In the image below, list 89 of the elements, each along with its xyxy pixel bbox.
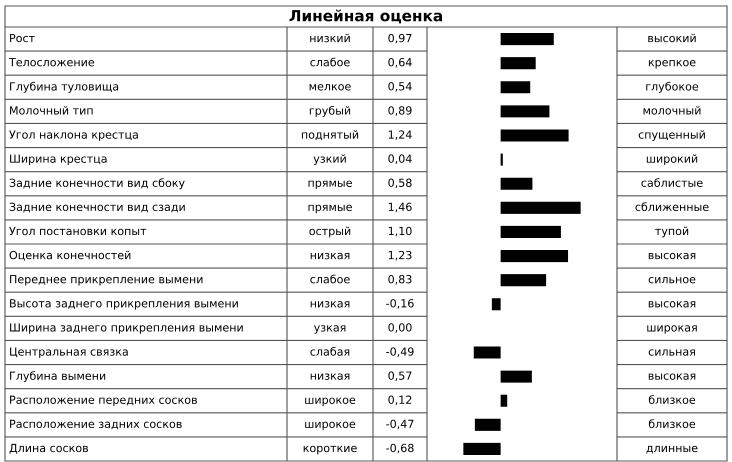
chart-title: Линейная оценка bbox=[289, 10, 442, 24]
bar bbox=[500, 226, 561, 238]
text: крепкое bbox=[648, 60, 696, 69]
text: узкий bbox=[314, 154, 346, 165]
y-tick-label: Высота заднего прикрепления вымени bbox=[10, 299, 238, 310]
data-label: -0,47 bbox=[386, 420, 414, 430]
bar bbox=[500, 81, 530, 94]
text: саблистые bbox=[641, 178, 703, 187]
text: спущенный bbox=[638, 130, 705, 141]
bar bbox=[500, 178, 532, 190]
y-tick-label: Ширина крестца bbox=[10, 154, 107, 165]
data-label: 0,89 bbox=[388, 106, 412, 116]
y-tick-label: Задние конечности вид сзади bbox=[10, 202, 185, 212]
text: тупой bbox=[655, 226, 688, 238]
text: мелкое bbox=[310, 84, 351, 90]
text: прямые bbox=[308, 180, 352, 190]
text: узкая bbox=[314, 325, 346, 334]
bar bbox=[474, 346, 501, 359]
data-label: -0,68 bbox=[386, 444, 414, 454]
text: длинные bbox=[646, 446, 698, 454]
y-tick-label: Рост bbox=[10, 34, 35, 42]
text: высокая bbox=[648, 373, 696, 380]
bar bbox=[500, 250, 568, 262]
y-tick-label: Переднее прикрепление вымени bbox=[10, 275, 202, 286]
data-label: 0,00 bbox=[388, 323, 412, 333]
y-tick-label: Ширина заднего прикрепления вымени bbox=[10, 323, 243, 334]
text: сильное bbox=[648, 277, 696, 284]
text: глубокое bbox=[646, 82, 698, 93]
data-label: 0,57 bbox=[388, 371, 412, 381]
text: короткие bbox=[304, 446, 357, 454]
data-label: 0,58 bbox=[388, 178, 412, 188]
text: широкое bbox=[305, 422, 356, 430]
y-tick-label: Центральная связка bbox=[10, 347, 128, 358]
y-tick-label: Расположение передних сосков bbox=[10, 396, 197, 406]
data-label: 0,64 bbox=[388, 58, 412, 68]
text: высокий bbox=[648, 34, 696, 42]
data-label: 0,12 bbox=[388, 396, 412, 406]
data-label: 1,46 bbox=[388, 202, 412, 212]
y-tick-label: Длина сосков bbox=[10, 444, 88, 454]
bar bbox=[474, 418, 501, 431]
text: прямые bbox=[308, 204, 352, 214]
y-tick-label: Молочный тип bbox=[10, 106, 93, 115]
text: грубый bbox=[310, 106, 350, 117]
y-tick-label: Глубина туловища bbox=[10, 82, 118, 93]
bar bbox=[500, 202, 581, 214]
text: слабая bbox=[310, 346, 350, 356]
text: низкая bbox=[310, 301, 350, 308]
y-tick-label: Задние конечности вид сбоку bbox=[10, 178, 185, 190]
text: слабое bbox=[310, 58, 350, 66]
bar bbox=[500, 370, 532, 383]
text: сильная bbox=[648, 349, 695, 356]
bar bbox=[500, 274, 546, 286]
y-tick-label: Угол постановки копыт bbox=[9, 226, 146, 236]
text: слабое bbox=[310, 274, 350, 284]
text: сближенные bbox=[635, 202, 709, 212]
text: низкий bbox=[310, 34, 350, 42]
bar bbox=[500, 129, 569, 142]
text: молочный bbox=[644, 106, 700, 115]
text: широкое bbox=[305, 398, 356, 406]
data-label: 0,83 bbox=[388, 274, 412, 285]
data-label: 1,24 bbox=[388, 130, 412, 140]
text: высокая bbox=[648, 301, 696, 308]
data-label: 0,04 bbox=[388, 154, 412, 164]
y-tick-label: Расположение задних сосков bbox=[10, 420, 182, 430]
data-label: 0,54 bbox=[388, 82, 412, 92]
text: низкая bbox=[310, 252, 350, 260]
text: широкий bbox=[646, 154, 698, 165]
text: широкая bbox=[647, 325, 697, 334]
data-label: 1,23 bbox=[388, 250, 412, 260]
text: низкая bbox=[310, 373, 350, 380]
data-label: -0,16 bbox=[386, 299, 414, 309]
text: поднятый bbox=[302, 130, 358, 140]
text: высокая bbox=[648, 252, 696, 260]
y-tick-label: Глубина вымени bbox=[10, 371, 106, 382]
bar bbox=[500, 57, 536, 70]
data-label: 1,10 bbox=[388, 226, 412, 236]
data-label: -0,49 bbox=[386, 347, 414, 357]
data-label: 0,97 bbox=[388, 34, 412, 44]
bar bbox=[500, 105, 550, 118]
bar bbox=[500, 33, 554, 46]
text: острый bbox=[309, 226, 350, 238]
bar bbox=[492, 298, 501, 310]
bar bbox=[463, 442, 501, 455]
y-tick-label: Телосложение bbox=[8, 58, 94, 66]
y-tick-label: Оценка конечностей bbox=[10, 250, 130, 261]
text: близкое bbox=[648, 419, 696, 428]
text: близкое bbox=[648, 395, 696, 404]
y-tick-label: Угол наклона крестца bbox=[9, 130, 138, 141]
bar bbox=[500, 394, 508, 407]
